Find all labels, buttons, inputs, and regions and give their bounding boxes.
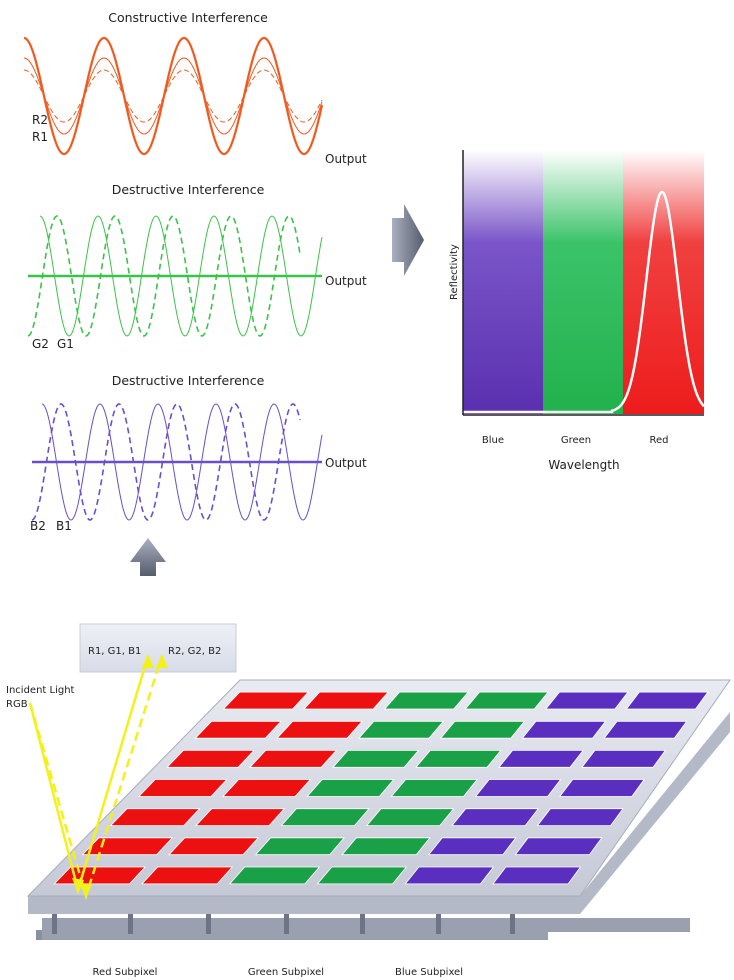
panel-leg — [284, 912, 289, 934]
label-r1: R1 — [32, 130, 48, 144]
green-subpixel-cell — [439, 720, 526, 739]
red-subpixel-cell — [141, 866, 234, 885]
x-tick-green: Green — [561, 435, 591, 446]
constructive-output-wave — [23, 36, 324, 156]
ray-arrowhead-1 — [142, 654, 154, 668]
label-g1: G1 — [57, 337, 74, 351]
green-subpixel-cell — [316, 866, 408, 885]
constructive-r1-wave — [23, 57, 323, 135]
x-tick-red: Red — [650, 435, 669, 446]
green-band — [543, 150, 623, 414]
red-subpixel-cell — [249, 750, 338, 768]
blue-subpixel-cell — [545, 691, 629, 710]
red-subpixel-cell — [168, 837, 260, 856]
panel-leg — [52, 912, 57, 934]
red-subpixel-cell — [276, 720, 363, 739]
blue-subpixel-cell — [521, 720, 607, 739]
red-subpixel-cell — [53, 866, 147, 885]
green-subpixel-cell — [306, 779, 395, 797]
green-subpixel-cell — [383, 691, 469, 710]
g2-wave — [27, 215, 301, 337]
blue-subpixel-cell — [536, 808, 624, 826]
blue-subpixel-cell — [603, 720, 688, 739]
blue-subpixel-cell — [404, 866, 495, 885]
blue-band — [463, 150, 543, 414]
x-axis-label: Wavelength — [548, 458, 619, 472]
destructive-green-group: Destructive Interference Output G2 G1 — [27, 182, 367, 351]
b2-wave — [31, 403, 301, 521]
green-subpixel-cell — [358, 720, 445, 739]
green-subpixel-cell — [254, 837, 345, 856]
incident-light-rays — [28, 654, 168, 901]
b1-wave — [41, 403, 323, 521]
green-subpixel-cell — [365, 808, 455, 826]
green-subpixel-label: Green Subpixel — [248, 967, 324, 978]
blue-subpixel-cell — [451, 808, 540, 826]
label-g2: G2 — [32, 337, 49, 351]
ray-arrowhead-2 — [156, 654, 168, 668]
constructive-wave-group: Constructive Interference R2 R1 Output — [23, 10, 367, 166]
destructive-blue-group: Destructive Interference Output B2 B1 — [30, 373, 367, 533]
y-axis-label: Reflectivity — [449, 244, 460, 300]
constructive-r2-wave — [23, 69, 323, 123]
subpixel-grid — [53, 691, 709, 885]
blue-subpixel-cell — [498, 750, 584, 768]
ray-arrowhead-bottom-1 — [72, 878, 84, 894]
red-subpixel-cell — [81, 837, 174, 856]
red-subpixel-label: Red Subpixel — [93, 967, 158, 978]
blue-subpixel-cell — [474, 779, 562, 797]
label-b1: B1 — [56, 519, 72, 533]
red-subpixel-cell — [137, 779, 228, 797]
panel-leg — [360, 912, 365, 934]
red-subpixel-cell — [195, 808, 286, 826]
label-b2: B2 — [30, 519, 46, 533]
blue-subpixel-cell — [581, 750, 667, 768]
right-arrow-icon — [392, 204, 424, 276]
destructive-green-title: Destructive Interference — [112, 182, 265, 197]
green-output-label: Output — [325, 274, 367, 288]
green-subpixel-cell — [415, 750, 502, 768]
red-subpixel-cell — [166, 750, 255, 768]
blue-subpixel-cell — [492, 866, 582, 885]
green-subpixel-cell — [464, 691, 549, 710]
blue-subpixel-label: Blue Subpixel — [395, 967, 463, 978]
red-subpixel-cell — [303, 691, 389, 710]
panel-leg — [510, 912, 515, 934]
blue-subpixel-cell — [625, 691, 709, 710]
blue-subpixel-cell — [558, 779, 645, 797]
panel-leg — [128, 912, 133, 934]
destructive-blue-title: Destructive Interference — [112, 373, 265, 388]
g1-wave — [39, 215, 323, 337]
ray-arrowhead-bottom-2 — [80, 884, 92, 898]
constructive-title: Constructive Interference — [108, 10, 268, 25]
red-subpixel-cell — [109, 808, 201, 826]
panel-legs — [52, 912, 515, 934]
red-subpixel-cell — [222, 691, 310, 710]
red-subpixel-cell — [222, 779, 312, 797]
light-box-right-label: R2, G2, B2 — [168, 646, 221, 657]
reflectivity-curve — [463, 190, 705, 414]
green-subpixel-cell — [228, 866, 321, 885]
blue-subpixel-cell — [514, 837, 603, 856]
green-subpixel-cell — [280, 808, 370, 826]
blue-output-label: Output — [325, 456, 367, 470]
panel-leg — [206, 912, 211, 934]
label-r2: R2 — [32, 113, 48, 127]
blue-subpixel-cell — [427, 837, 517, 856]
light-box-left-label: R1, G1, B1 — [88, 646, 141, 657]
x-tick-blue: Blue — [482, 435, 504, 446]
red-subpixel-cell — [194, 720, 282, 739]
green-subpixel-cell — [332, 750, 420, 768]
panel-leg — [436, 912, 441, 934]
green-subpixel-cell — [390, 779, 478, 797]
constructive-output-label: Output — [325, 152, 367, 166]
panel-lower-layer — [42, 918, 690, 940]
reflectivity-chart: Reflectivity Blue Green Red Wavelength — [449, 150, 705, 472]
green-subpixel-cell — [341, 837, 431, 856]
incident-light-label: Incident Light — [6, 685, 75, 696]
up-arrow-icon — [130, 538, 166, 576]
incident-rgb-label: RGB — [6, 699, 28, 710]
